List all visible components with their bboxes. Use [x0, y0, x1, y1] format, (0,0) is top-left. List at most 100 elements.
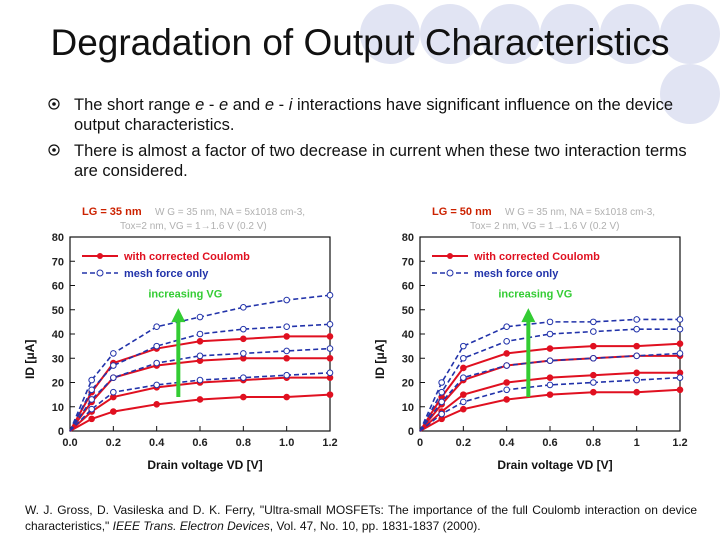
data-point — [110, 350, 117, 357]
y-tick-label: 60 — [402, 281, 414, 293]
data-point — [283, 354, 290, 362]
data-point — [153, 342, 160, 350]
x-tick-label: 0.2 — [106, 437, 121, 449]
legend-label-mesh: mesh force only — [124, 268, 209, 280]
data-point — [326, 333, 334, 340]
data-point — [326, 369, 334, 377]
data-point — [88, 415, 95, 423]
data-point — [153, 359, 160, 367]
data-point — [546, 357, 554, 364]
legend-marker — [96, 269, 104, 277]
data-point — [676, 325, 684, 333]
y-tick-label: 20 — [402, 378, 414, 390]
data-point — [153, 381, 160, 389]
x-tick-label: 1.2 — [322, 437, 337, 449]
data-point — [283, 323, 290, 331]
data-point — [110, 374, 117, 381]
data-point — [110, 408, 117, 415]
data-point — [460, 354, 467, 362]
data-point — [503, 362, 510, 369]
chart-subtitle: W G = 35 nm, NA = 5x1018 cm-3, — [155, 207, 305, 218]
data-point — [460, 405, 467, 413]
data-point — [633, 316, 640, 323]
data-point — [546, 374, 554, 381]
data-point — [110, 362, 117, 369]
x-tick-label: 0.6 — [542, 437, 557, 449]
data-point — [503, 337, 510, 345]
chart-subtitle: W G = 35 nm, NA = 5x1018 cm-3, — [505, 207, 655, 218]
y-tick-label: 0 — [408, 426, 414, 438]
data-point — [283, 296, 290, 304]
data-point — [326, 391, 334, 398]
y-tick-label: 40 — [52, 329, 64, 341]
data-point — [196, 337, 204, 345]
data-point — [460, 391, 467, 398]
legend-label-corrected: with corrected Coulomb — [473, 251, 600, 263]
data-point — [326, 321, 334, 328]
data-point — [633, 369, 640, 377]
y-tick-label: 20 — [52, 378, 64, 390]
data-point — [283, 347, 290, 355]
x-tick-label: 0.0 — [62, 437, 77, 449]
data-point — [503, 379, 510, 386]
data-point — [240, 350, 247, 357]
legend-label-mesh: mesh force only — [474, 268, 559, 280]
data-point — [590, 342, 597, 350]
data-point — [546, 318, 554, 326]
data-point — [676, 374, 684, 381]
series-line — [69, 323, 331, 432]
data-point — [633, 376, 640, 384]
data-point — [503, 323, 510, 331]
data-point — [438, 410, 445, 418]
data-point — [283, 333, 290, 340]
data-point — [196, 352, 204, 360]
data-point — [196, 313, 204, 321]
data-point — [460, 342, 467, 350]
data-point — [88, 396, 95, 403]
y-tick-label: 80 — [52, 232, 64, 244]
citation: W. J. Gross, D. Vasileska and D. K. Ferr… — [25, 503, 697, 533]
decor-circle — [420, 4, 480, 64]
data-point — [590, 318, 597, 326]
bullet-item: The short range e - e and e - i interact… — [48, 95, 688, 135]
data-point — [460, 364, 467, 372]
x-axis-label: Drain voltage VD [V] — [147, 458, 262, 472]
data-point — [196, 376, 204, 384]
chart-svg: LG = 35 nm W G = 35 nm, NA = 5x1018 cm-3,… — [23, 206, 338, 472]
y-tick-label: 10 — [52, 402, 64, 414]
data-point — [546, 381, 554, 389]
y-tick-label: 70 — [52, 256, 64, 268]
data-point — [590, 328, 597, 335]
decor-circle — [540, 4, 600, 64]
x-tick-label: 0.4 — [499, 437, 515, 449]
legend-marker — [97, 253, 103, 259]
data-point — [88, 386, 95, 394]
bullet-item: There is almost a factor of two decrease… — [48, 141, 688, 181]
x-tick-label: 1 — [634, 437, 640, 449]
data-point — [590, 388, 597, 396]
arrow-annotation: increasing VG — [498, 289, 572, 301]
decor-circle — [360, 4, 420, 64]
series-line — [69, 393, 331, 432]
y-axis-label: ID [μA] — [373, 340, 387, 379]
data-point — [590, 354, 597, 362]
bullet-target-icon — [48, 144, 60, 156]
data-point — [438, 379, 445, 386]
chart-lg50: LG = 50 nm W G = 35 nm, NA = 5x1018 cm-3,… — [370, 195, 700, 485]
data-point — [438, 388, 445, 396]
data-point — [88, 376, 95, 384]
data-point — [633, 342, 640, 350]
data-point — [546, 345, 554, 352]
x-tick-label: 0.2 — [456, 437, 471, 449]
bullet-list: The short range e - e and e - i interact… — [48, 95, 688, 187]
data-point — [283, 371, 290, 379]
y-tick-label: 60 — [52, 281, 64, 293]
y-axis-label: ID [μA] — [23, 340, 37, 379]
chart-subtitle: Tox=2 nm, VG = 1→1.6 V (0.2 V) — [120, 221, 267, 232]
data-point — [460, 374, 467, 381]
series-line — [419, 352, 681, 432]
x-tick-label: 0.4 — [149, 437, 165, 449]
data-point — [546, 391, 554, 398]
arrow-head — [521, 308, 536, 323]
x-tick-label: 0.8 — [586, 437, 601, 449]
